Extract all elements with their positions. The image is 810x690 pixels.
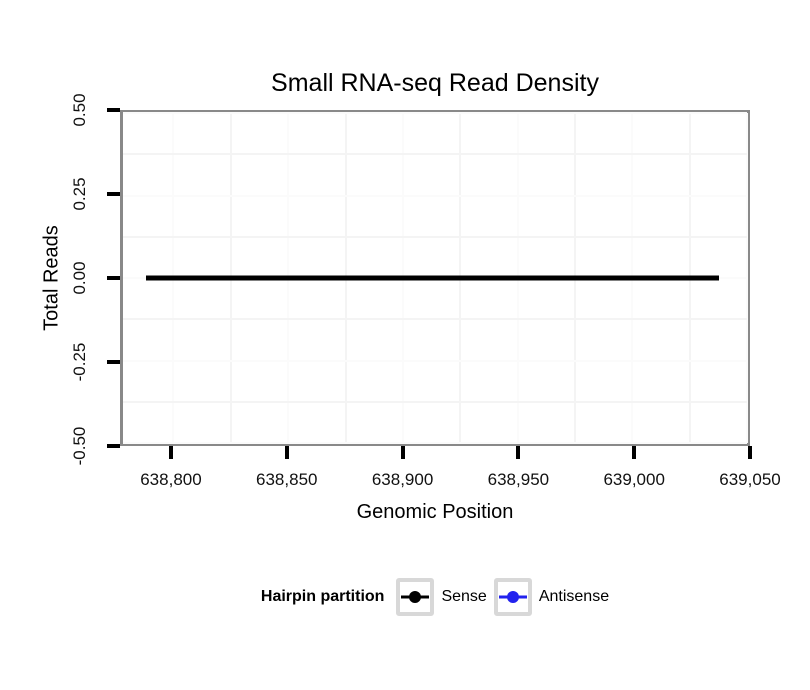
x-axis-tick-label: 638,800 [140,470,202,489]
gridline-minor-horizontal [123,400,747,403]
y-axis-tick [107,276,120,280]
y-axis-tick [107,444,120,448]
y-axis-tick-label: 0.50 [70,93,89,127]
y-axis-tick-label: 0.00 [70,261,89,295]
legend-label-sense: Sense [441,588,487,605]
gridline-minor-horizontal [123,318,747,321]
y-axis-tick-label: -0.25 [70,342,89,382]
x-axis-tick-label: 639,000 [603,470,665,489]
gridline-minor-horizontal [123,235,747,238]
x-axis-tick [400,446,405,459]
legend-entries: Sense Antisense [396,578,609,616]
legend-key-dot-icon [506,591,519,603]
plot-panel [120,110,750,446]
x-axis-tick [748,446,752,459]
legend-key-dot-icon [409,591,422,603]
x-axis-tick-label: 638,950 [487,470,550,489]
y-axis-title: Total Reads [40,225,63,331]
y-axis-tick-label: 0.25 [70,177,89,211]
plot-title: Small RNA-seq Read Density [271,69,599,97]
x-axis-tick [632,446,637,459]
x-axis-title: Genomic Position [356,501,514,523]
x-axis-tick-label: 638,900 [371,470,434,489]
y-axis-tick [107,108,120,112]
x-axis-tick [516,446,521,459]
x-axis-tick-label: 638,850 [256,470,318,489]
gridline-major-horizontal [123,112,747,114]
x-axis-tick-label: 639,050 [719,470,781,489]
legend-key-antisense [493,578,532,616]
legend-label-antisense: Antisense [538,588,610,605]
x-axis-tick [168,446,173,459]
legend: Hairpin partition Sense Antisense [120,578,750,616]
gridline-major-horizontal [123,194,747,197]
series-line-sense [145,275,720,281]
x-axis-tick [284,446,289,459]
gridline-major-vertical [746,113,748,443]
gridline-major-horizontal [123,359,747,362]
y-axis-tick [107,360,120,364]
y-axis-tick-label: -0.50 [70,426,89,466]
gridline-minor-horizontal [123,153,747,156]
legend-key-sense [396,578,435,616]
gridline-major-horizontal [123,442,747,444]
legend-title: Hairpin partition [260,588,385,605]
y-axis-tick [107,192,120,196]
